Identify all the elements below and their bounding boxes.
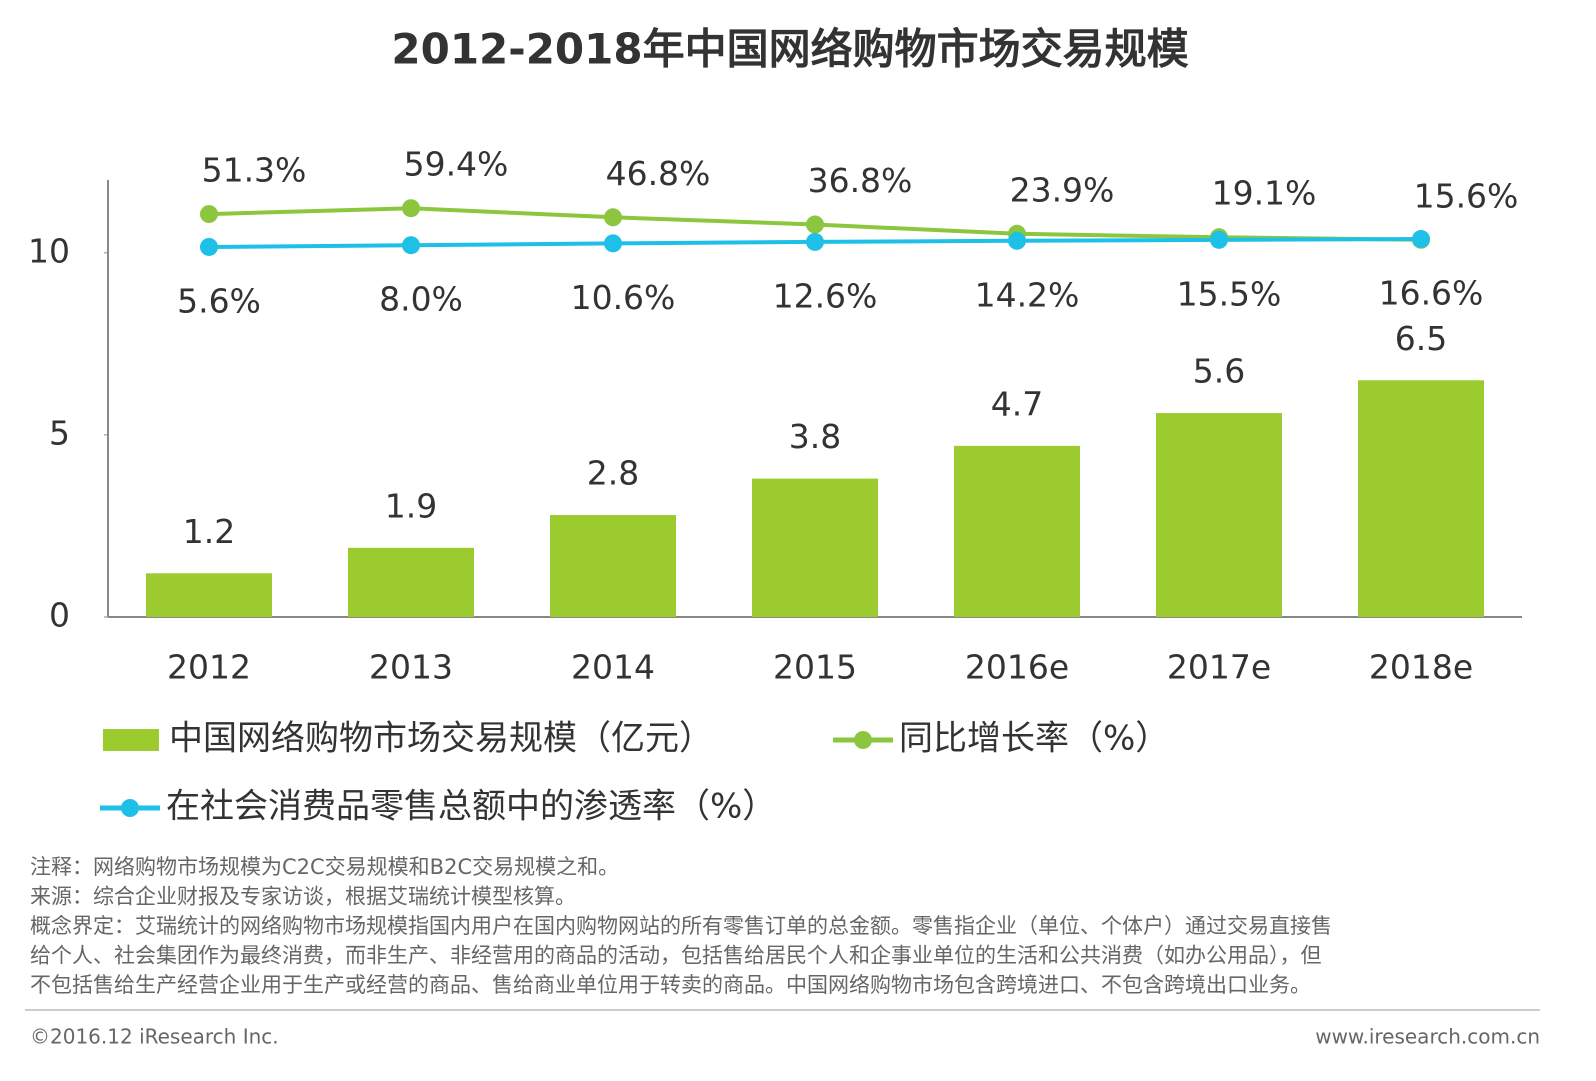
bar: [752, 478, 878, 617]
line-value-label: 15.5%: [1177, 274, 1282, 313]
line-value-label: 19.1%: [1212, 174, 1317, 213]
line-value-label: 12.6%: [773, 276, 878, 315]
note-line: 给个人、社会集团作为最终消费，而非生产、非经营用的商品的活动，包括售给居民个人和…: [30, 944, 1322, 968]
legend-marker: [121, 799, 139, 817]
bar-value-label: 2.8: [587, 454, 639, 493]
bar-value-label: 6.5: [1395, 319, 1447, 358]
line-value-label: 36.8%: [808, 161, 913, 200]
bar: [550, 515, 676, 617]
line-point: [1412, 230, 1430, 249]
line-value-label: 51.3%: [202, 151, 307, 190]
legend-marker: [854, 731, 872, 749]
line-value-label: 8.0%: [379, 280, 463, 319]
line-value-label: 59.4%: [404, 145, 509, 184]
bar: [1156, 413, 1282, 617]
line-value-label: 15.6%: [1414, 176, 1519, 215]
footer-right: www.iresearch.com.cn: [1315, 1025, 1540, 1049]
bar-value-label: 5.6: [1193, 352, 1245, 391]
x-tick-label: 2014: [571, 648, 655, 687]
line-value-label: 14.2%: [975, 275, 1080, 314]
y-tick-label: 5: [49, 413, 70, 452]
bar-value-label: 1.2: [183, 512, 235, 551]
legend-swatch: [103, 729, 159, 751]
footer-left: ©2016.12 iResearch Inc.: [30, 1025, 279, 1049]
x-tick-label: 2015: [773, 648, 857, 687]
line-point: [1210, 230, 1228, 249]
legend-label: 同比增长率（%）: [899, 719, 1169, 759]
line-value-label: 46.8%: [606, 154, 711, 193]
line-point: [402, 236, 420, 255]
y-tick-label: 0: [49, 596, 70, 635]
bar: [954, 445, 1080, 617]
note-line: 注释：网络购物市场规模为C2C交易规模和B2C交易规模之和。: [30, 855, 619, 879]
note-line: 来源：综合企业财报及专家访谈，根据艾瑞统计模型核算。: [30, 885, 576, 909]
line-value-label: 23.9%: [1010, 170, 1115, 209]
line-point: [200, 205, 218, 224]
line-point: [604, 208, 622, 227]
bar-value-label: 1.9: [385, 486, 437, 525]
legend-label: 在社会消费品零售总额中的渗透率（%）: [166, 787, 776, 827]
bar-value-label: 3.8: [789, 417, 841, 456]
bar: [348, 547, 474, 617]
line-point: [200, 237, 218, 256]
note-line: 概念界定：艾瑞统计的网络购物市场规模指国内用户在国内购物网站的所有零售订单的总金…: [30, 914, 1332, 938]
bar: [146, 573, 272, 617]
x-tick-label: 2016e: [965, 648, 1069, 687]
y-tick-label: 10: [28, 231, 70, 270]
chart-title: 2012-2018年中国网络购物市场交易规模: [391, 25, 1188, 74]
line-value-label: 5.6%: [177, 281, 261, 320]
line-point: [1008, 231, 1026, 250]
bar: [1358, 380, 1484, 617]
legend-label: 中国网络购物市场交易规模（亿元）: [169, 719, 713, 759]
line-value-label: 16.6%: [1379, 274, 1484, 313]
x-tick-label: 2013: [369, 648, 453, 687]
x-tick-label: 2018e: [1369, 648, 1473, 687]
line-point: [806, 215, 824, 234]
line-point: [806, 232, 824, 251]
line-value-label: 10.6%: [571, 278, 676, 317]
x-tick-label: 2017e: [1167, 648, 1271, 687]
note-line: 不包括售给生产经营企业用于生产或经营的商品、售给商业单位用于转卖的商品。中国网络…: [30, 973, 1311, 997]
x-tick-label: 2012: [167, 648, 251, 687]
line-point: [402, 199, 420, 218]
bar-value-label: 4.7: [991, 384, 1043, 423]
line-point: [604, 234, 622, 253]
